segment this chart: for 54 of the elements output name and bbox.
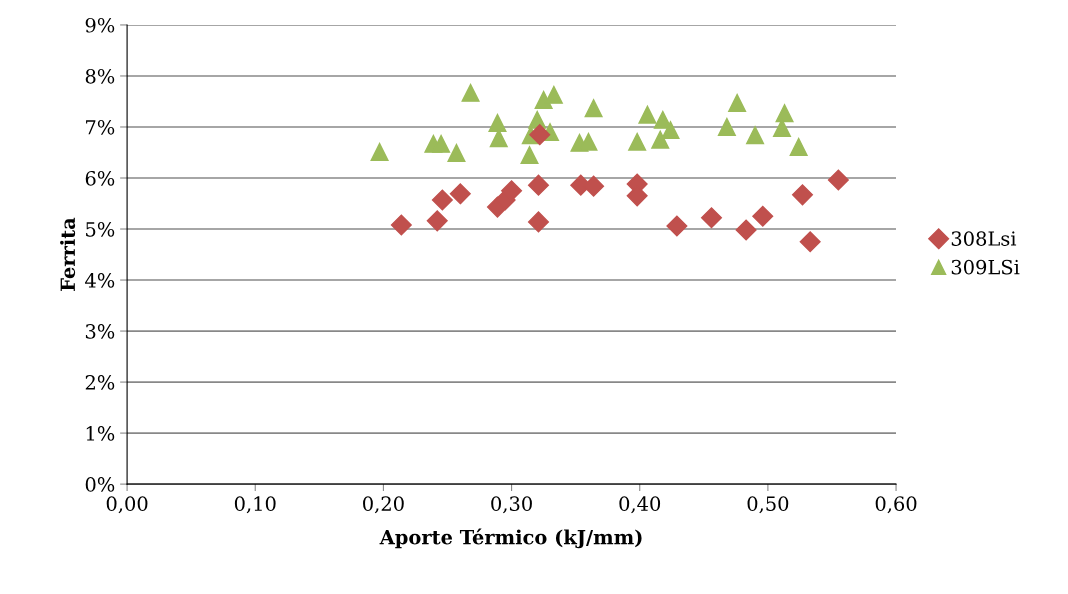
point	[728, 93, 747, 113]
point	[666, 215, 688, 237]
x-tick-label: 0,60	[875, 496, 917, 514]
point	[638, 105, 657, 124]
y-tick-label: 0%	[85, 477, 115, 492]
x-tick-label: 0,00	[106, 496, 148, 514]
point	[529, 124, 551, 146]
point	[653, 110, 672, 129]
point	[527, 174, 550, 196]
x-tick-label: 0,40	[619, 496, 661, 514]
point	[752, 205, 774, 227]
point	[661, 121, 680, 140]
y-axis-title: Ferrita	[60, 217, 76, 291]
y-tick-label: 9%	[85, 17, 115, 33]
y-tick-label: 1%	[86, 426, 115, 441]
point	[775, 104, 794, 123]
point	[431, 189, 453, 211]
y-tick-label: 6%	[85, 170, 115, 186]
y-tick-label: 4%	[85, 272, 115, 288]
x-tick-label: 0,30	[491, 496, 532, 514]
point	[426, 210, 448, 232]
point	[651, 130, 670, 149]
point	[461, 83, 480, 102]
point	[791, 184, 814, 206]
point	[584, 99, 603, 118]
y-tick-label: 7%	[86, 119, 115, 135]
x-tick-label: 0,10	[234, 496, 276, 514]
point	[527, 211, 550, 233]
y-tick-label: 2%	[85, 375, 115, 390]
y-tick-label: 3%	[85, 324, 115, 339]
point	[746, 126, 765, 145]
point	[700, 207, 723, 229]
point	[827, 169, 849, 191]
point	[449, 183, 471, 205]
point	[717, 117, 736, 137]
legend-label: 308Lsi	[951, 231, 1017, 246]
point	[370, 142, 389, 162]
point	[735, 219, 757, 241]
point	[501, 180, 523, 202]
x-tick-label: 0,50	[747, 496, 789, 514]
point	[432, 134, 451, 153]
point	[789, 137, 808, 156]
x-axis-title: Aporte Térmico (kJ/mm)	[379, 528, 642, 549]
point	[520, 146, 539, 165]
y-tick-label: 5%	[86, 221, 115, 237]
point	[447, 143, 466, 163]
point	[390, 214, 412, 236]
point	[583, 175, 605, 197]
point	[488, 113, 507, 132]
x-tick-label: 0,20	[363, 496, 404, 514]
y-tick-label: 8%	[85, 68, 115, 84]
legend-label: 309LSi	[951, 259, 1020, 275]
point	[628, 132, 647, 151]
point	[799, 231, 821, 253]
